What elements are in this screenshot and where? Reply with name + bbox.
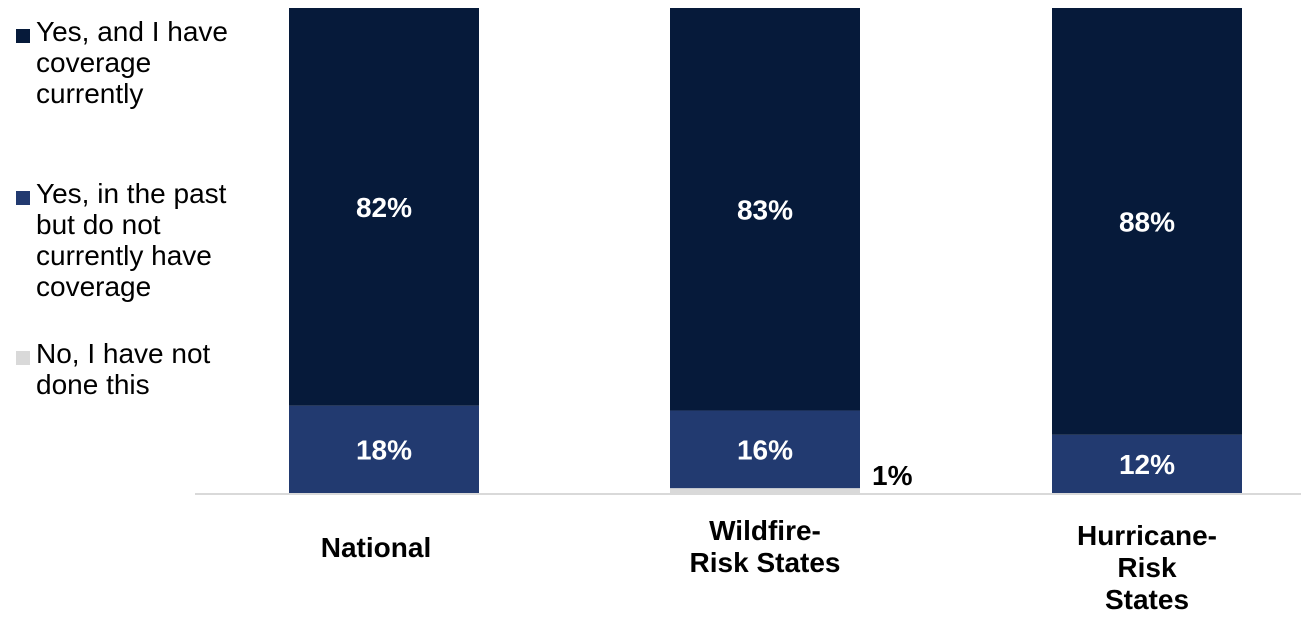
legend-item-not-done: No, I have not done this xyxy=(16,338,261,400)
legend-label: No, I have not done this xyxy=(36,338,211,400)
legend-swatch xyxy=(16,191,30,205)
legend-item-past-coverage: Yes, in the past but do not currently ha… xyxy=(16,178,261,302)
data-label-1-0: 1% xyxy=(872,460,913,491)
legend-label: Yes, and I have coverage currently xyxy=(36,16,229,109)
data-label-2-1: 12% xyxy=(1119,449,1175,480)
category-label-2-0: Hurricane- xyxy=(1077,520,1217,551)
legend-item-coverage-currently: Yes, and I have coverage currently xyxy=(16,16,261,109)
category-label-2-2: States xyxy=(1105,584,1189,615)
legend-label: Yes, in the past but do not currently ha… xyxy=(36,178,227,302)
bar-segment-2-1 xyxy=(1052,434,1242,493)
category-label-2-1: Risk xyxy=(1117,552,1177,583)
bar-segment-1-1 xyxy=(670,410,860,489)
bar-segment-0-1 xyxy=(289,405,479,493)
data-label-0-1: 18% xyxy=(356,434,412,465)
bar-segment-0-2 xyxy=(289,8,479,406)
bar-segment-1-2 xyxy=(670,8,860,411)
data-label-2-2: 88% xyxy=(1119,206,1175,237)
category-label-0-0: National xyxy=(321,532,431,563)
bar-segment-1-0 xyxy=(670,488,860,493)
data-label-1-2: 83% xyxy=(737,194,793,225)
category-label-1-1: Risk States xyxy=(690,547,841,578)
bar-segment-2-2 xyxy=(1052,8,1242,435)
legend-swatch xyxy=(16,351,30,365)
category-label-1-0: Wildfire- xyxy=(709,515,821,546)
data-label-1-1: 16% xyxy=(737,434,793,465)
data-label-0-2: 82% xyxy=(356,192,412,223)
legend-swatch xyxy=(16,29,30,43)
